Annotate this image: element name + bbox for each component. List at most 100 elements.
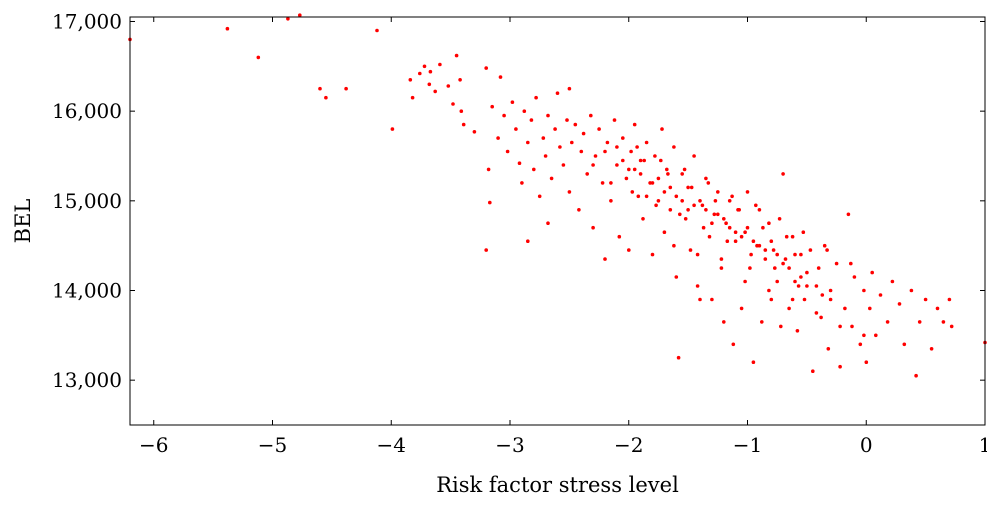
data-point: [680, 199, 684, 203]
data-point: [698, 297, 702, 302]
data-point: [650, 252, 655, 257]
data-point: [814, 311, 819, 315]
data-point: [641, 217, 645, 221]
data-point: [935, 306, 940, 311]
data-point: [790, 234, 795, 239]
data-point: [748, 266, 752, 270]
data-point: [783, 257, 788, 261]
data-point: [617, 234, 622, 239]
x-tick-label: −6: [139, 433, 168, 457]
data-point: [534, 95, 538, 100]
data-point: [793, 279, 797, 284]
data-point: [532, 167, 536, 172]
data-point: [674, 275, 679, 279]
data-point: [642, 158, 646, 163]
data-point: [422, 64, 427, 69]
data-point: [763, 248, 768, 252]
data-point: [488, 200, 492, 205]
data-point: [692, 154, 696, 158]
data-point: [573, 122, 578, 127]
data-point: [754, 203, 758, 208]
data-point: [612, 118, 617, 122]
data-point: [591, 225, 595, 230]
data-point: [659, 158, 663, 163]
data-point: [739, 234, 744, 239]
data-point: [805, 284, 809, 288]
data-point: [761, 225, 765, 230]
data-point: [862, 333, 866, 338]
data-point: [298, 13, 302, 17]
data-point: [864, 360, 869, 365]
data-point: [704, 176, 708, 181]
data-point: [949, 324, 954, 329]
data-point: [868, 306, 872, 311]
data-point: [733, 239, 738, 243]
data-point: [727, 199, 732, 203]
data-point: [779, 324, 783, 329]
data-point: [577, 208, 581, 212]
data-point: [567, 190, 572, 194]
data-point: [660, 127, 664, 131]
data-point: [635, 145, 639, 149]
x-tick-label: −4: [377, 433, 406, 457]
data-point: [811, 369, 815, 374]
data-point: [719, 257, 724, 261]
data-point: [418, 71, 422, 76]
data-point: [609, 199, 613, 203]
data-point: [484, 248, 489, 252]
data-point: [719, 266, 724, 270]
data-point: [695, 252, 700, 257]
data-point: [777, 217, 782, 221]
data-point: [769, 239, 774, 243]
data-point: [751, 360, 756, 365]
data-point: [914, 373, 918, 378]
data-point: [632, 167, 637, 172]
data-point: [593, 154, 598, 158]
data-point: [775, 252, 779, 257]
data-point: [458, 78, 462, 82]
data-point: [710, 297, 714, 302]
data-point: [581, 131, 586, 136]
data-point: [781, 172, 785, 176]
data-point: [433, 89, 438, 94]
data-point: [771, 248, 776, 252]
data-point: [706, 181, 711, 185]
data-point: [537, 194, 542, 199]
data-point: [862, 288, 866, 293]
y-tick-label: 17,000: [52, 9, 122, 33]
data-point: [724, 221, 728, 225]
data-point: [650, 181, 655, 185]
data-points: [128, 13, 987, 378]
data-point: [678, 212, 682, 217]
data-point: [529, 118, 534, 122]
data-point: [749, 252, 753, 257]
data-point: [716, 212, 720, 217]
data-point: [591, 163, 595, 167]
data-point: [688, 248, 693, 252]
data-point: [686, 185, 690, 190]
data-point: [579, 149, 584, 154]
data-point: [795, 329, 800, 333]
data-point: [826, 347, 831, 351]
data-point: [505, 149, 510, 154]
data-point: [716, 190, 720, 194]
y-tick-label: 15,000: [52, 189, 122, 213]
data-point: [796, 284, 801, 288]
data-point: [324, 95, 328, 100]
data-point: [838, 324, 842, 329]
x-tick-label: −5: [258, 433, 287, 457]
data-point: [722, 217, 726, 221]
data-point: [676, 355, 681, 360]
x-tick-label: 1: [979, 433, 987, 457]
data-point: [656, 199, 661, 203]
data-point: [787, 266, 791, 270]
data-point: [555, 91, 560, 95]
y-tick-label: 16,000: [52, 99, 122, 123]
data-point: [454, 53, 459, 58]
y-tick-label: 14,000: [52, 278, 122, 302]
x-tick-label: 0: [860, 433, 873, 457]
data-point: [725, 239, 730, 243]
data-point: [751, 239, 756, 243]
data-point: [822, 243, 827, 248]
